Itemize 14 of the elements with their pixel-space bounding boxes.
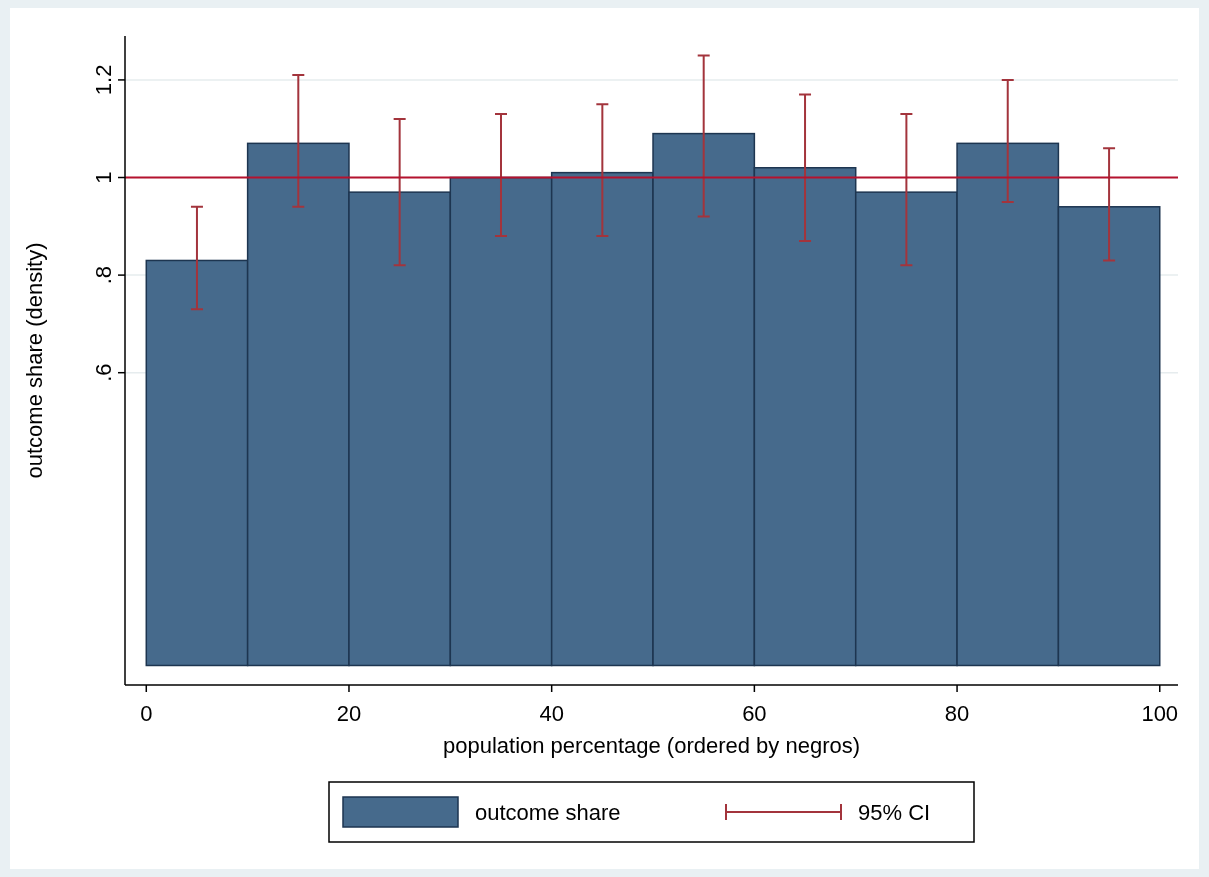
x-tick-label: 60 xyxy=(742,701,767,726)
x-tick-label: 80 xyxy=(944,701,970,726)
y-tick-label: .6 xyxy=(91,363,116,382)
text: outcome share xyxy=(475,800,621,825)
y-tick-label: .8 xyxy=(91,265,116,285)
x-axis-title: population percentage (ordered by negros) xyxy=(442,733,861,758)
x-tick-label: 40 xyxy=(539,701,564,726)
y-tick-label: 1.2 xyxy=(91,64,116,96)
text: 95% CI xyxy=(858,800,931,825)
y-tick-label: 1 xyxy=(91,171,116,184)
x-tick-label: 100 xyxy=(1141,701,1179,726)
x-tick-label: 0 xyxy=(140,701,153,726)
x-tick-label: 20 xyxy=(336,701,362,726)
y-axis-title: outcome share (density) xyxy=(22,242,47,479)
